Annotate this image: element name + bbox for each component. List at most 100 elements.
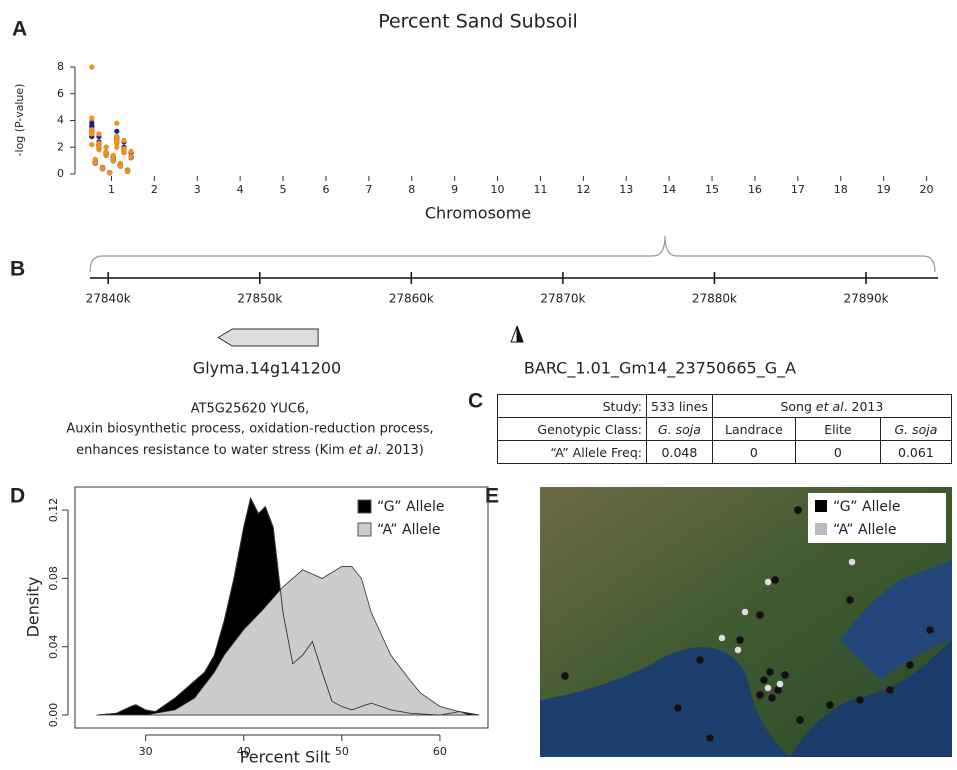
- panel-label: D: [10, 485, 25, 508]
- legend-label: “A” Allele: [833, 522, 896, 538]
- panel-label: E: [485, 485, 499, 508]
- marker-right: [517, 326, 523, 342]
- map-point: [736, 636, 744, 644]
- x-axis-label: Chromosome: [425, 204, 531, 223]
- map-point: [756, 611, 764, 619]
- x-tick-label: 5: [280, 183, 287, 196]
- map-point: [765, 685, 772, 692]
- snp-point: [107, 170, 112, 175]
- chart: A B C D E Percent Sand Subsoil Chromosom…: [0, 0, 957, 770]
- map-point: [826, 701, 834, 709]
- figure: A B C D E Percent Sand Subsoil Chromosom…: [0, 0, 957, 770]
- x-tick-label: 18: [834, 183, 848, 196]
- panel-label: C: [468, 390, 483, 413]
- y-tick-label: 8: [57, 60, 64, 73]
- map-point: [906, 661, 914, 669]
- map-point: [674, 704, 682, 712]
- x-tick-label: 4: [237, 183, 244, 196]
- annotation-part: et al: [349, 443, 378, 458]
- x-tick-label: 60: [433, 745, 447, 758]
- table-cell: Genotypic Class:: [498, 418, 647, 441]
- y-tick-label: 0: [57, 167, 64, 180]
- snp-point: [96, 131, 101, 136]
- map-point: [794, 506, 802, 514]
- y-axis-label: -log (P-value): [13, 84, 26, 157]
- annotation: AT5G25620 YUC6,: [191, 402, 310, 417]
- x-tick-label: 12: [576, 183, 590, 196]
- snp-point: [89, 142, 94, 147]
- allele-table: Study:533 linesSong et al. 2013 Genotypi…: [497, 394, 952, 464]
- map-point: [756, 691, 764, 699]
- legend-label: “G” Allele: [833, 499, 900, 515]
- table-cell: Song et al. 2013: [712, 395, 951, 418]
- x-tick-label: 3: [194, 183, 201, 196]
- table-cell: 0.061: [880, 441, 951, 464]
- snp-point: [121, 146, 126, 151]
- legend-swatch: [358, 523, 371, 536]
- x-tick-label: 6: [322, 183, 329, 196]
- map-point: [765, 579, 772, 586]
- map-point: [768, 694, 776, 702]
- chart-title: Percent Sand Subsoil: [378, 11, 578, 33]
- x-axis-label: Percent Silt: [240, 748, 331, 767]
- x-tick-label: 27860k: [389, 292, 434, 306]
- table-cell: 0: [795, 441, 880, 464]
- y-tick-label: 0.04: [47, 634, 60, 659]
- panel-label: B: [10, 258, 25, 281]
- snp-point: [103, 145, 108, 150]
- map-point: [771, 576, 779, 584]
- snp-point: [125, 169, 130, 174]
- gene-label: Glyma.14g141200: [193, 359, 341, 378]
- x-tick-label: 30: [139, 745, 153, 758]
- snp-point: [111, 158, 116, 163]
- annotation: Auxin biosynthetic process, oxidation-re…: [66, 422, 433, 437]
- cell-part: . 2013: [844, 399, 884, 414]
- map-point: [561, 672, 569, 680]
- x-tick-label: 15: [705, 183, 719, 196]
- table-cell: 0.048: [647, 441, 713, 464]
- table-cell: 0: [712, 441, 795, 464]
- map-point: [796, 716, 804, 724]
- snp-point: [96, 141, 101, 146]
- map-point: [781, 671, 789, 679]
- x-tick-label: 11: [533, 183, 547, 196]
- snp-point: [118, 163, 123, 168]
- map-point: [742, 609, 749, 616]
- map-point: [886, 686, 894, 694]
- map-point: [926, 626, 934, 634]
- cell-part: et al: [816, 399, 844, 414]
- x-tick-label: 2: [151, 183, 158, 196]
- x-tick-label: 27870k: [540, 292, 585, 306]
- gene-arrow: [218, 329, 318, 346]
- snp-point: [129, 149, 134, 154]
- annotation-part: enhances resistance to water stress (Kim: [76, 443, 349, 458]
- legend-label: “G” Allele: [377, 499, 444, 515]
- legend-swatch: [815, 523, 827, 535]
- snp-point: [114, 129, 119, 134]
- snp-point: [121, 138, 126, 143]
- annotation-part: . 2013): [377, 443, 423, 458]
- table-cell: G. soja: [647, 418, 713, 441]
- x-tick-label: 17: [791, 183, 805, 196]
- legend-swatch: [815, 500, 827, 512]
- table-cell: Elite: [795, 418, 880, 441]
- annotation: enhances resistance to water stress (Kim…: [76, 443, 424, 458]
- x-tick-label: 40: [237, 745, 251, 758]
- map-point: [766, 668, 774, 676]
- cell-part: Song: [780, 399, 815, 414]
- map-point: [735, 647, 742, 654]
- table-cell: Landrace: [712, 418, 795, 441]
- y-tick-label: 6: [57, 87, 64, 100]
- x-tick-label: 7: [365, 183, 372, 196]
- x-tick-label: 27890k: [843, 292, 888, 306]
- x-tick-label: 27850k: [237, 292, 282, 306]
- y-tick-label: 2: [57, 140, 64, 153]
- x-tick-label: 27840k: [86, 292, 131, 306]
- snp-point: [89, 64, 94, 69]
- y-tick-label: 4: [57, 114, 64, 127]
- marker-label: BARC_1.01_Gm14_23750665_G_A: [524, 359, 796, 379]
- map-point: [849, 559, 856, 566]
- x-tick-label: 10: [491, 183, 505, 196]
- map-point: [777, 681, 784, 688]
- y-tick-label: 0.00: [47, 703, 60, 728]
